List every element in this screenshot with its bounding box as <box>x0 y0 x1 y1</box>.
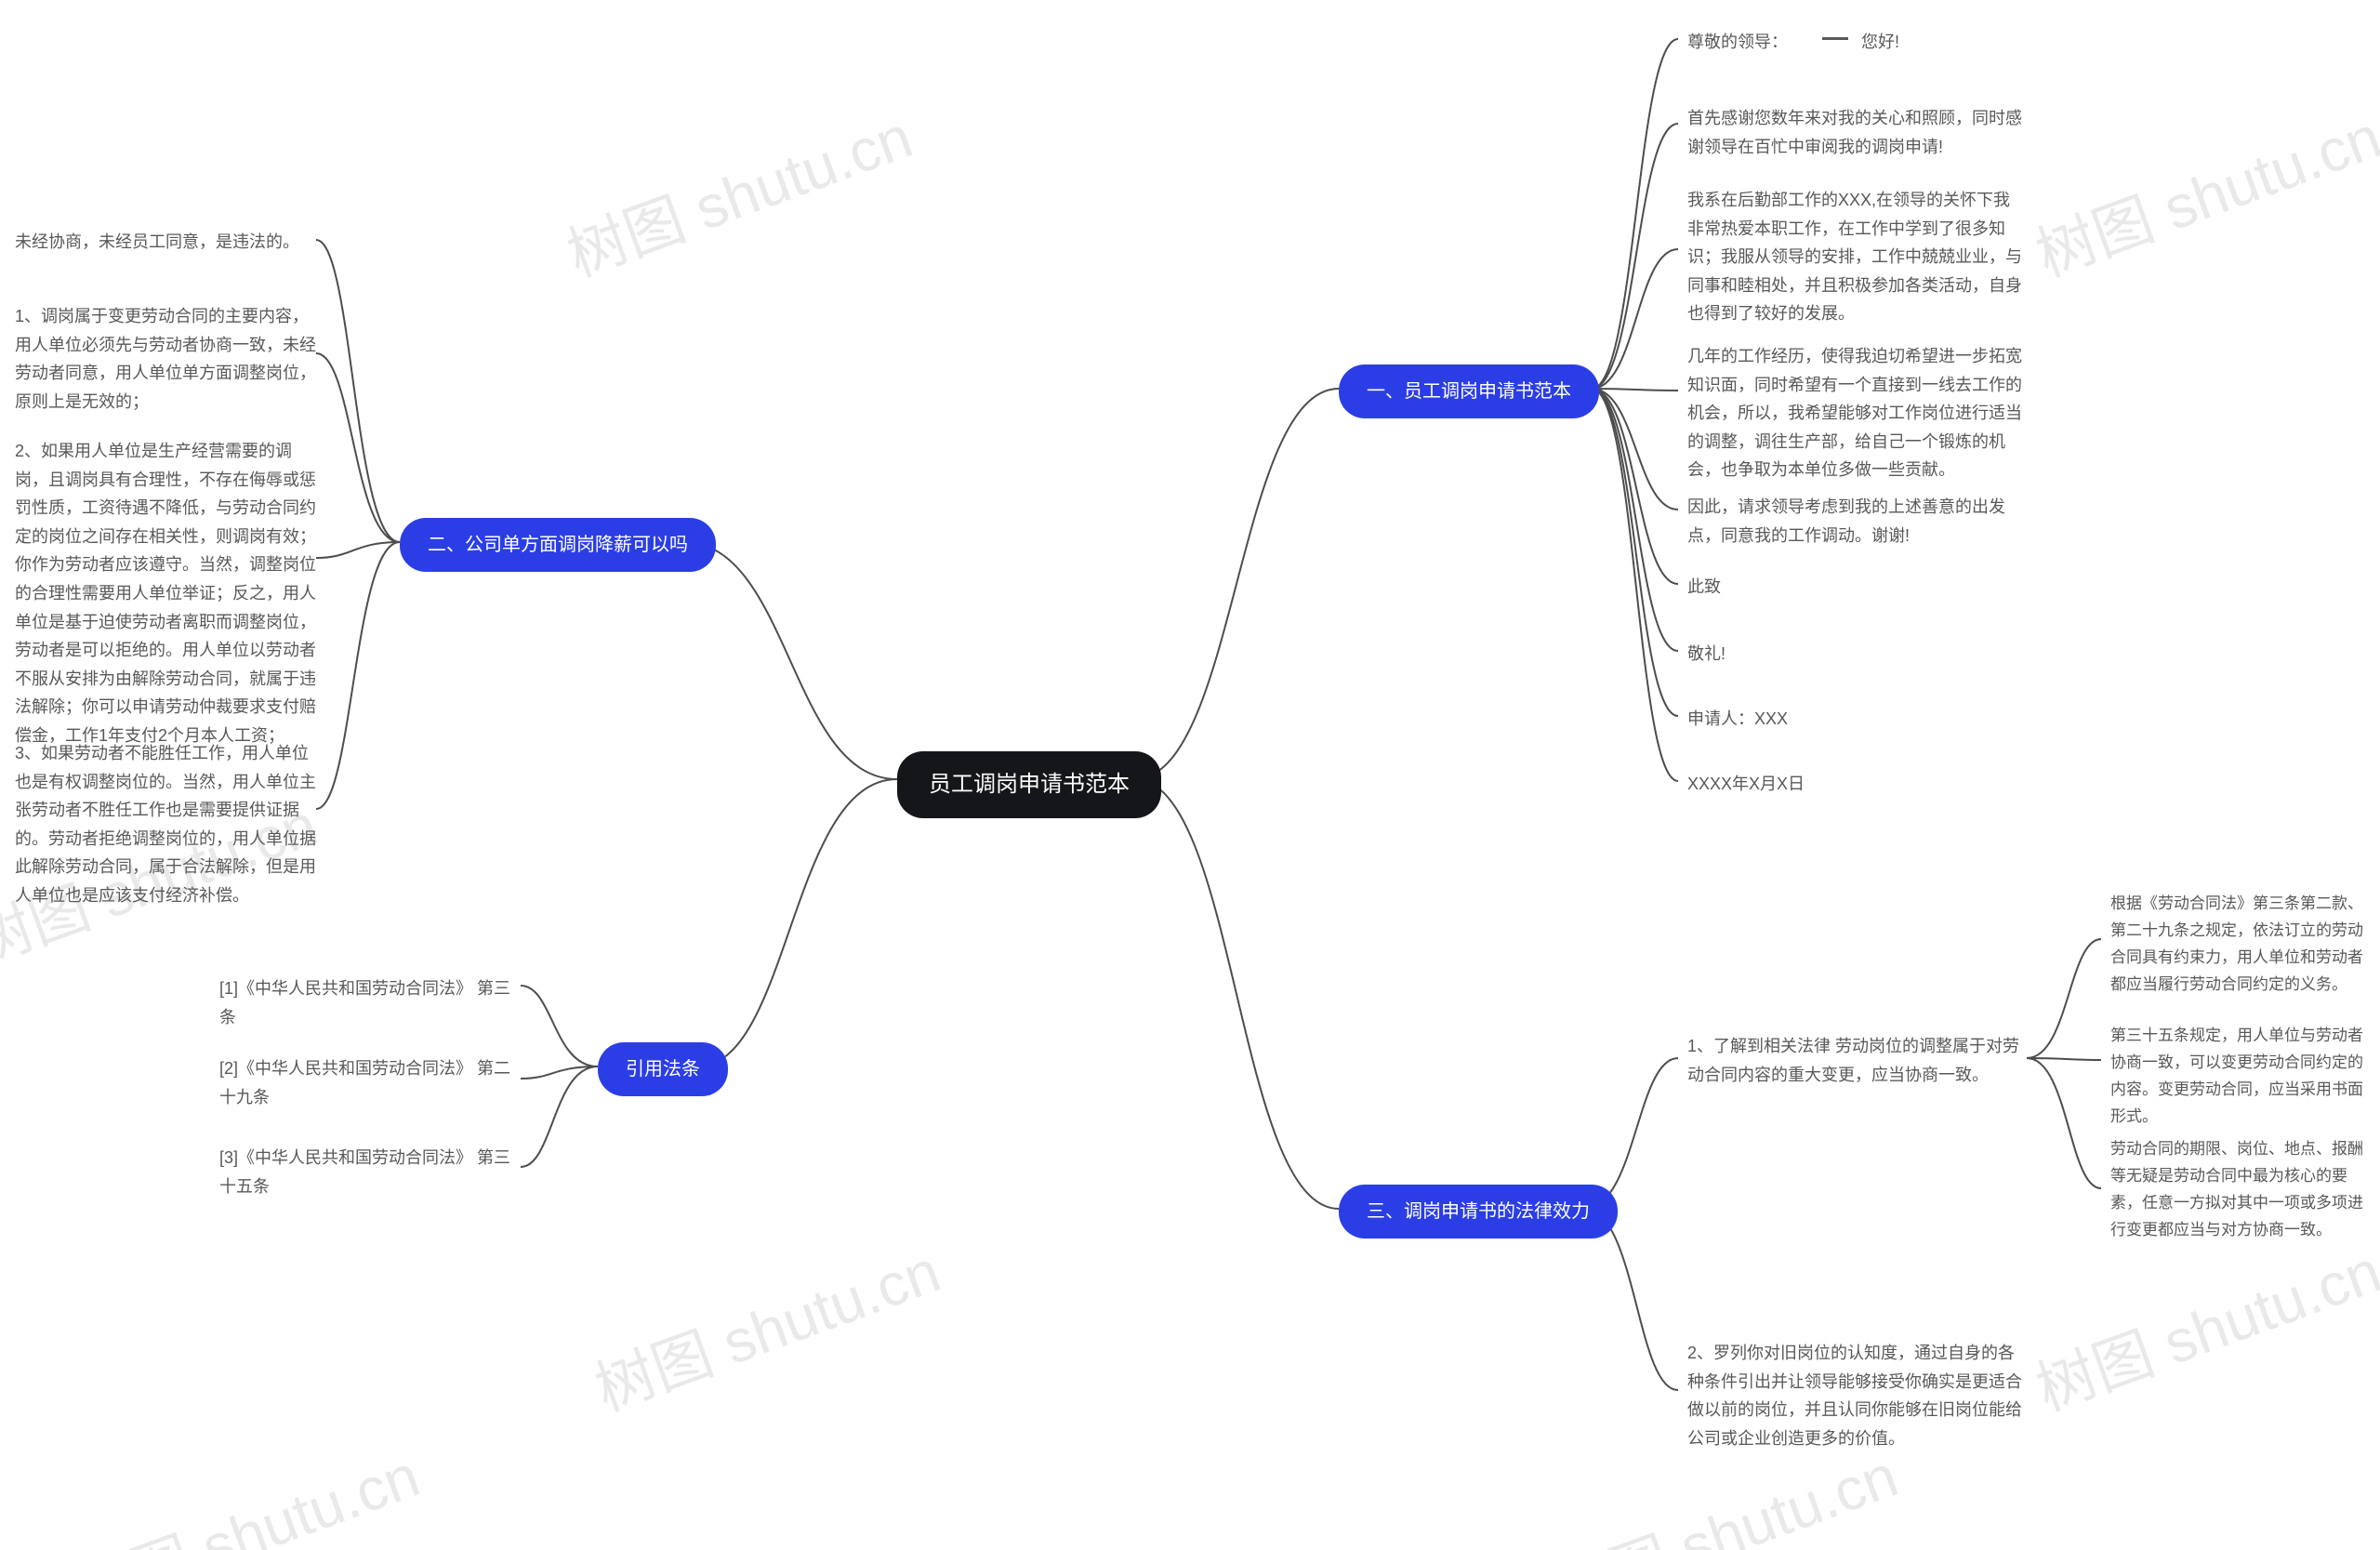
leaf-b4-0: [1]《中华人民共和国劳动合同法》 第三条 <box>219 974 521 1031</box>
leaf-b1-0b: 您好! <box>1861 28 1936 57</box>
leaf-b3sub-0: 根据《劳动合同法》第三条第二款、第二十九条之规定，依法订立的劳动合同具有约束力，… <box>2110 891 2366 999</box>
leaf-b1-8: XXXX年X月X日 <box>1687 770 2022 799</box>
branch-4[interactable]: 引用法条 <box>598 1042 728 1096</box>
leaf-b2-0: 未经协商，未经员工同意，是违法的。 <box>15 228 316 257</box>
leaf-b1-4: 因此，请求领导考虑到我的上述善意的出发点，同意我的工作调动。谢谢! <box>1687 493 2022 550</box>
leaf-b1-3: 几年的工作经历，使得我迫切希望进一步拓宽知识面，同时希望有一个直接到一线去工作的… <box>1687 342 2022 484</box>
leaf-b1-2: 我系在后勤部工作的XXX,在领导的关怀下我非常热爱本职工作，在工作中学到了很多知… <box>1687 186 2022 328</box>
leaf-b2-3: 3、如果劳动者不能胜任工作，用人单位也是有权调整岗位的。当然，用人单位主张劳动者… <box>15 739 316 910</box>
leaf-b3sub-2: 劳动合同的期限、岗位、地点、报酬等无疑是劳动合同中最为核心的要素，任意一方拟对其… <box>2110 1136 2366 1244</box>
leaf-b2-2: 2、如果用人单位是生产经营需要的调岗，且调岗具有合理性，不存在侮辱或惩罚性质，工… <box>15 437 316 750</box>
leaf-b4-2: [3]《中华人民共和国劳动合同法》 第三十五条 <box>219 1144 521 1200</box>
root-node[interactable]: 员工调岗申请书范本 <box>897 751 1161 818</box>
leaf-b1-0a: 尊敬的领导： <box>1687 28 1818 57</box>
leaf-b4-1: [2]《中华人民共和国劳动合同法》 第二十九条 <box>219 1054 521 1111</box>
leaf-b1-1: 首先感谢您数年来对我的关心和照顾，同时感谢领导在百忙中审阅我的调岗申请! <box>1687 104 2022 161</box>
dash-icon <box>1822 37 1848 40</box>
leaf-b1-6: 敬礼! <box>1687 640 2022 669</box>
branch-1[interactable]: 一、员工调岗申请书范本 <box>1339 364 1599 418</box>
leaf-b1-7: 申请人：XXX <box>1687 705 2022 734</box>
leaf-b3-1: 2、罗列你对旧岗位的认知度，通过自身的各种条件引出并让领导能够接受你确实是更适合… <box>1687 1339 2022 1452</box>
branch-3[interactable]: 三、调岗申请书的法律效力 <box>1339 1185 1618 1239</box>
leaf-b2-1: 1、调岗属于变更劳动合同的主要内容，用人单位必须先与劳动者协商一致，未经劳动者同… <box>15 302 316 416</box>
leaf-b3-0: 1、了解到相关法律 劳动岗位的调整属于对劳动合同内容的重大变更，应当协商一致。 <box>1687 1032 2022 1089</box>
leaf-b3sub-1: 第三十五条规定，用人单位与劳动者协商一致，可以变更劳动合同约定的内容。变更劳动合… <box>2110 1023 2366 1131</box>
branch-2[interactable]: 二、公司单方面调岗降薪可以吗 <box>400 518 716 572</box>
leaf-b1-5: 此致 <box>1687 573 2022 602</box>
